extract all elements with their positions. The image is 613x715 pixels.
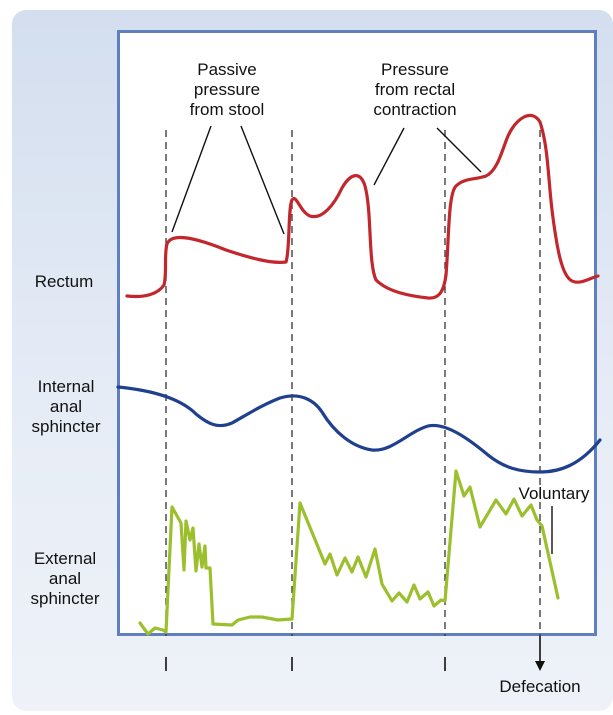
rectum-pressure-trace [125,113,600,300]
internal-sphincter-trace [116,385,602,474]
passive-pressure-label: Passive pressure from stool [189,60,265,119]
plot-frame [117,30,597,636]
callout-lines [171,125,553,554]
time-ticks [165,657,446,671]
external-sphincter-label: External anal sphincter [30,549,100,608]
rectal-callout-left [373,127,405,186]
internal-sphincter-label: Internal anal sphincter [31,377,101,436]
passive-callout-left [171,125,212,233]
event-lines [165,130,541,636]
external-sphincter-trace [138,469,560,636]
rectum-label: Rectum [34,272,94,291]
rectal-contraction-label: Pressure from rectal contraction [373,60,457,119]
passive-callout-right [240,125,285,235]
defecation-arrow [535,636,545,671]
defecation-label: Defecation [499,677,581,696]
voluntary-label: Voluntary [518,484,590,503]
rectal-callout-right [436,127,482,173]
